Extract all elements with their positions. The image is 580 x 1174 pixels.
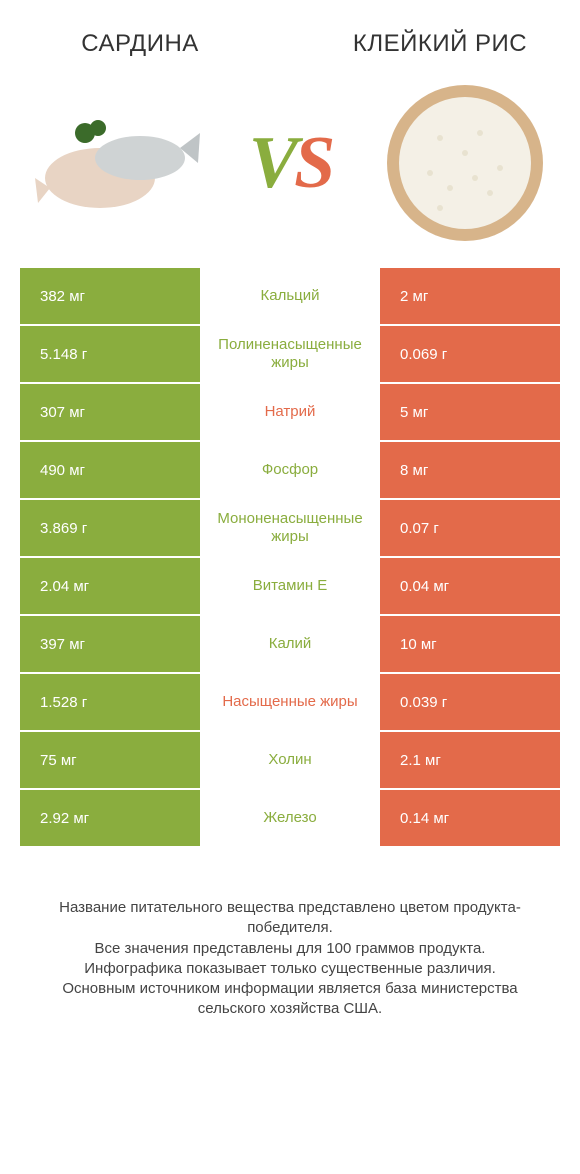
footer-notes: Название питательного вещества представл…: [0, 848, 580, 1040]
table-row: 2.92 мгЖелезо0.14 мг: [20, 790, 560, 848]
right-value: 0.07 г: [380, 500, 560, 556]
header: Сардина Клейкий рис: [0, 0, 580, 68]
table-row: 1.528 гНасыщенные жиры0.039 г: [20, 674, 560, 732]
left-value: 3.869 г: [20, 500, 200, 556]
table-row: 5.148 гПолиненасыщенные жиры0.069 г: [20, 326, 560, 384]
rice-bowl-icon: [380, 78, 550, 248]
nutrient-label: Холин: [200, 732, 380, 788]
table-row: 3.869 гМононенасыщенные жиры0.07 г: [20, 500, 560, 558]
right-value: 0.069 г: [380, 326, 560, 382]
vs-s: S: [294, 122, 331, 204]
right-value: 0.04 мг: [380, 558, 560, 614]
right-value: 2.1 мг: [380, 732, 560, 788]
right-value: 0.039 г: [380, 674, 560, 730]
left-value: 490 мг: [20, 442, 200, 498]
left-value: 2.04 мг: [20, 558, 200, 614]
nutrient-label: Фосфор: [200, 442, 380, 498]
table-row: 490 мгФосфор8 мг: [20, 442, 560, 500]
left-value: 1.528 г: [20, 674, 200, 730]
left-value: 5.148 г: [20, 326, 200, 382]
footer-line: Основным источником информации является …: [30, 979, 550, 1020]
nutrient-label: Калий: [200, 616, 380, 672]
nutrient-label: Железо: [200, 790, 380, 846]
left-value: 397 мг: [20, 616, 200, 672]
footer-line: Инфографика показывает только существенн…: [30, 959, 550, 979]
nutrient-label: Витамин E: [200, 558, 380, 614]
right-value: 0.14 мг: [380, 790, 560, 846]
table-row: 397 мгКалий10 мг: [20, 616, 560, 674]
right-value: 5 мг: [380, 384, 560, 440]
right-food-title: Клейкий рис: [340, 30, 540, 58]
nutrient-label: Насыщенные жиры: [200, 674, 380, 730]
left-value: 307 мг: [20, 384, 200, 440]
table-row: 2.04 мгВитамин E0.04 мг: [20, 558, 560, 616]
sardine-image: [30, 78, 200, 248]
right-value: 2 мг: [380, 268, 560, 324]
nutrient-label: Натрий: [200, 384, 380, 440]
footer-line: Название питательного вещества представл…: [30, 898, 550, 939]
left-food-title: Сардина: [40, 30, 240, 58]
table-row: 307 мгНатрий5 мг: [20, 384, 560, 442]
right-value: 8 мг: [380, 442, 560, 498]
nutrient-label: Кальций: [200, 268, 380, 324]
vs-label: VS: [249, 121, 332, 206]
nutrient-label: Полиненасыщенные жиры: [200, 326, 380, 382]
footer-line: Все значения представлены для 100 граммо…: [30, 939, 550, 959]
vs-v: V: [249, 122, 294, 204]
nutrient-label: Мононенасыщенные жиры: [200, 500, 380, 556]
right-value: 10 мг: [380, 616, 560, 672]
sardine-icon: [30, 78, 200, 248]
images-row: VS: [0, 68, 580, 268]
nutrient-table: 382 мгКальций2 мг5.148 гПолиненасыщенные…: [20, 268, 560, 848]
rice-image: [380, 78, 550, 248]
left-value: 75 мг: [20, 732, 200, 788]
left-value: 2.92 мг: [20, 790, 200, 846]
left-value: 382 мг: [20, 268, 200, 324]
table-row: 382 мгКальций2 мг: [20, 268, 560, 326]
table-row: 75 мгХолин2.1 мг: [20, 732, 560, 790]
